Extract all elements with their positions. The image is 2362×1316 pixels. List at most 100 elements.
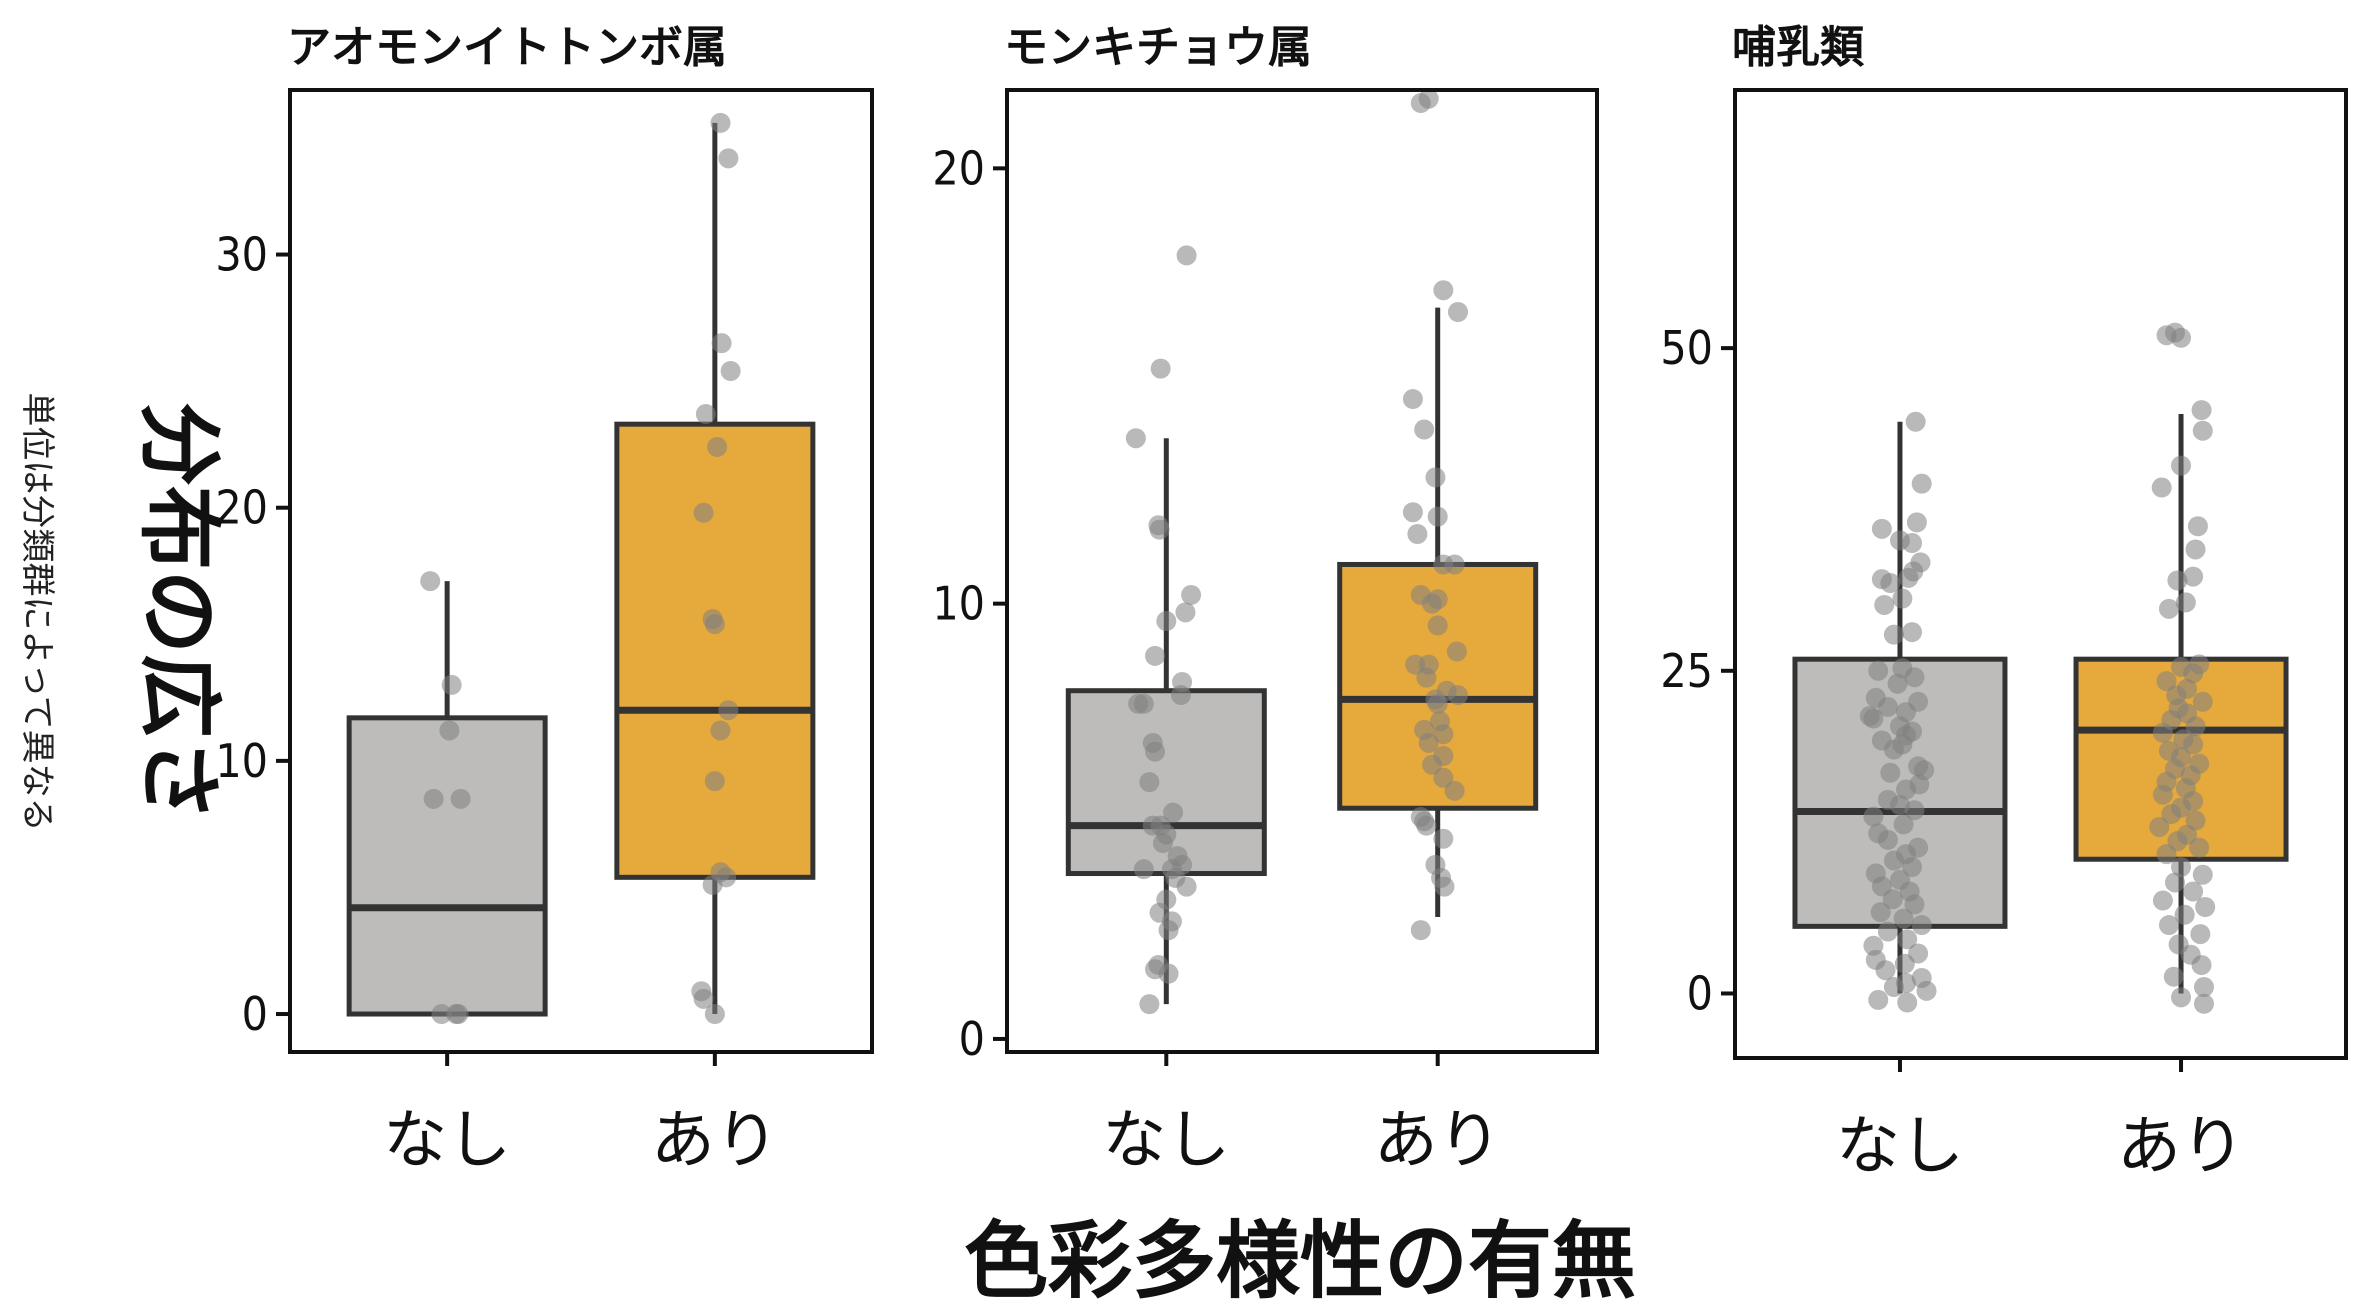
data-point (1156, 611, 1177, 632)
y-tick-label: 50 (1660, 321, 1713, 375)
data-point (693, 988, 714, 1009)
data-point (2163, 966, 2184, 987)
data-point (1139, 994, 1160, 1015)
panel-title: 哺乳類 (1732, 22, 1865, 73)
data-point (1894, 953, 1915, 974)
data-point (1402, 502, 1423, 523)
data-point (1447, 685, 1468, 706)
x-axis-title: 色彩多様性の有無 (964, 1212, 1636, 1310)
data-point (2152, 784, 2173, 805)
y-tick-label: 25 (1660, 644, 1713, 698)
data-point (2183, 881, 2204, 902)
data-point (1863, 708, 1884, 729)
data-point (2191, 400, 2212, 421)
data-point (1414, 419, 1435, 440)
panel-1: アオモンイトトンボ属 0 10 20 30 なし あり (215, 22, 874, 1178)
data-point (1868, 660, 1889, 681)
data-point (1897, 929, 1918, 950)
x-tick-label: なし (1836, 1110, 1964, 1184)
data-point (2171, 856, 2192, 877)
data-point (420, 571, 441, 592)
data-point (1181, 584, 1202, 605)
box-nashi (1792, 411, 2008, 1013)
data-point (1883, 739, 1904, 760)
data-point (1898, 567, 1919, 588)
data-point (1444, 780, 1465, 801)
data-point (710, 112, 731, 133)
data-point (1128, 693, 1149, 714)
data-point (1176, 876, 1197, 897)
data-point (718, 700, 739, 721)
data-point (695, 404, 716, 425)
x-tick-label: なし (383, 1104, 511, 1178)
panel-3: 哺乳類 0 25 50 なし あり (1660, 22, 2348, 1184)
data-point (2185, 539, 2206, 560)
data-point (441, 674, 462, 695)
data-point (1883, 977, 1904, 998)
data-point (2191, 955, 2212, 976)
box-ari (614, 112, 816, 1025)
panel-frame (288, 88, 874, 1054)
data-point (1871, 518, 1892, 539)
data-point (1882, 889, 1903, 910)
data-point (1877, 921, 1898, 942)
box-iqr (614, 421, 816, 880)
panel-frame (1733, 88, 2348, 1060)
data-point (1444, 554, 1465, 575)
data-point (2183, 663, 2204, 684)
data-point (1911, 473, 1932, 494)
data-point (1880, 762, 1901, 783)
data-point (1416, 667, 1437, 688)
data-point (1150, 358, 1171, 379)
data-point (2193, 993, 2214, 1014)
data-point (1874, 594, 1895, 615)
data-point (1125, 428, 1146, 449)
data-point (2189, 837, 2210, 858)
panel-title: モンキチョウ属 (1004, 22, 1312, 73)
data-point (2175, 592, 2196, 613)
data-point (439, 720, 460, 741)
data-point (1893, 814, 1914, 835)
data-point (2185, 716, 2206, 737)
data-point (1447, 302, 1468, 322)
data-point (1892, 588, 1913, 609)
data-point (2192, 420, 2213, 441)
x-tick-label: なし (1102, 1104, 1230, 1178)
data-point (1902, 622, 1923, 643)
data-point (711, 333, 732, 354)
x-tick-label: あり (2117, 1110, 2245, 1184)
data-point (702, 874, 723, 895)
y-axis-title: 分布の広さ (130, 402, 228, 822)
data-point (2195, 896, 2216, 917)
data-point (1870, 902, 1891, 923)
data-point (707, 436, 728, 457)
data-point (2183, 734, 2204, 755)
data-point (1418, 88, 1439, 109)
data-point (1434, 876, 1455, 897)
data-point (1902, 533, 1923, 554)
box-nashi (1065, 245, 1267, 1015)
data-point (1904, 800, 1925, 821)
data-point (1425, 467, 1446, 488)
data-point (1145, 645, 1166, 666)
data-point (1176, 245, 1197, 266)
data-point (1868, 989, 1889, 1010)
data-point (1427, 693, 1448, 714)
data-point (448, 1004, 469, 1025)
data-point (1158, 920, 1179, 941)
data-point (2156, 844, 2177, 865)
y-tick-label: 20 (932, 141, 985, 195)
data-point (1877, 829, 1898, 850)
data-point (1152, 833, 1173, 854)
data-point (2158, 598, 2179, 619)
data-point (1422, 593, 1443, 614)
data-point (710, 720, 731, 741)
data-point (2190, 924, 2211, 945)
data-point (2149, 816, 2170, 837)
y-tick-label: 10 (932, 577, 985, 631)
data-point (423, 788, 444, 809)
data-point (1446, 641, 1467, 662)
data-point (2151, 477, 2172, 498)
data-point (1897, 992, 1918, 1013)
